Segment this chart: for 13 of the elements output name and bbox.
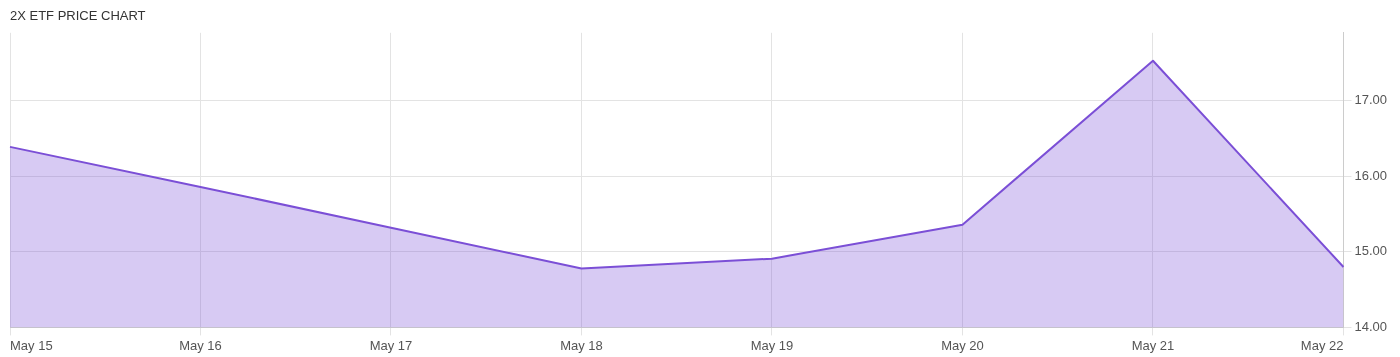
y-tick-label: 15.00 bbox=[1354, 243, 1388, 259]
y-tick-label: 16.00 bbox=[1354, 167, 1388, 183]
x-tick-label: May 21 bbox=[1131, 337, 1175, 353]
x-tick-label: May 22 bbox=[1300, 337, 1344, 353]
x-tick-label: May 15 bbox=[10, 337, 53, 353]
x-tick-label: May 19 bbox=[750, 337, 794, 353]
chart-title: 2X ETF PRICE CHART bbox=[10, 8, 146, 23]
x-tick-label: May 17 bbox=[369, 337, 413, 353]
x-tick-label: May 16 bbox=[179, 337, 222, 353]
y-tick-label: 17.00 bbox=[1354, 92, 1388, 108]
x-tick-label: May 20 bbox=[941, 337, 984, 353]
x-tick-label: May 18 bbox=[560, 337, 603, 353]
y-tick-label: 14.00 bbox=[1354, 318, 1388, 334]
